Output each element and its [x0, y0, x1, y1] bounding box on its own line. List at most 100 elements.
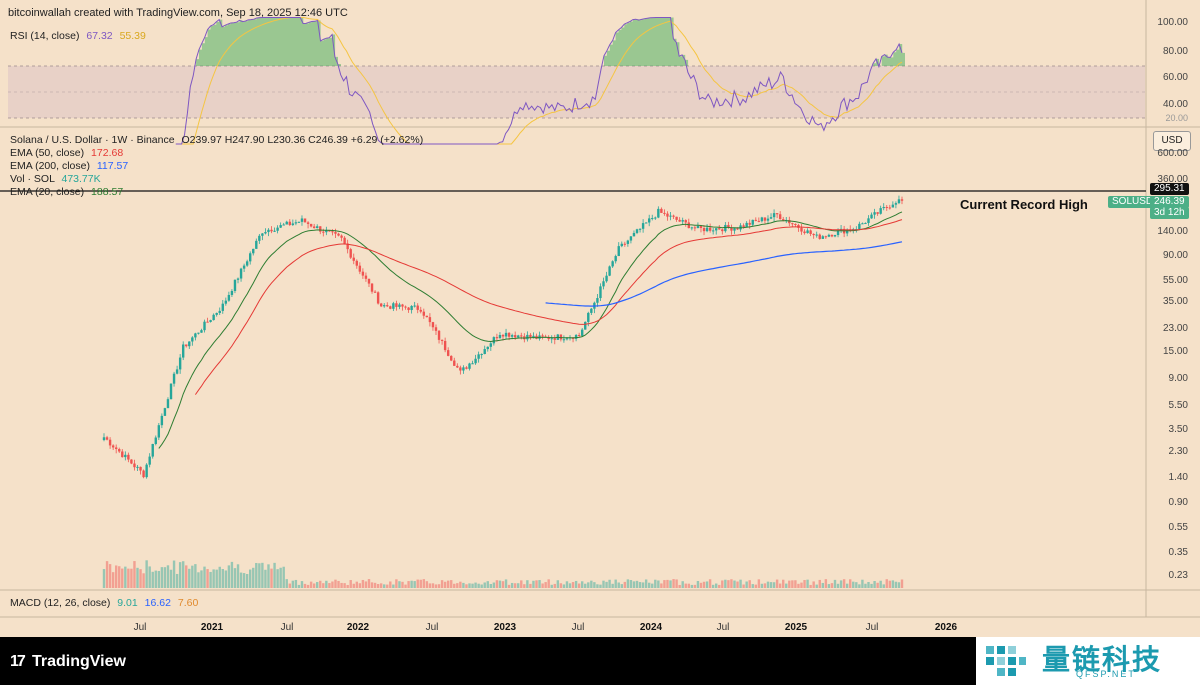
candle-body: [194, 333, 197, 338]
candle-body: [361, 271, 365, 276]
candle-body: [157, 425, 161, 438]
volume-bar: [593, 582, 596, 588]
candle-body: [215, 312, 218, 315]
candles: [102, 195, 904, 479]
volume-bar: [407, 581, 410, 588]
candle-body: [605, 275, 608, 282]
volume-bar: [379, 583, 383, 588]
volume-bar: [175, 573, 179, 588]
rsi-legend-label: RSI (14, close): [10, 30, 80, 42]
volume-bar: [291, 580, 295, 588]
ema20-legend: EMA (20, close) 188.57: [10, 186, 123, 198]
volume-bar: [507, 584, 511, 588]
candle-body: [675, 216, 678, 220]
candle-body: [577, 335, 581, 337]
volume-bar: [370, 582, 374, 588]
rsi-axis-tick: 20.00: [1165, 113, 1188, 123]
chart-svg[interactable]: [0, 0, 1200, 637]
price-axis-tick: 2.30: [1168, 446, 1188, 457]
price-axis-tick: 23.00: [1162, 323, 1188, 334]
time-axis-tick: 2025: [784, 622, 808, 633]
volume-bar: [800, 582, 803, 588]
tradingview-logo[interactable]: 17 TradingView: [10, 653, 126, 671]
volume-bar: [337, 580, 340, 588]
volume-bar: [200, 570, 203, 588]
volume-bar: [422, 579, 426, 588]
candle-body: [398, 304, 401, 307]
volume-bar: [492, 582, 496, 588]
candle-body: [730, 227, 733, 231]
volume-bar: [580, 581, 584, 588]
volume-bar: [885, 579, 888, 588]
candle-body: [885, 206, 888, 208]
candle-body: [459, 367, 462, 371]
candle-body: [867, 218, 870, 223]
price-axis-tick: 9.00: [1168, 373, 1188, 384]
volume-bar: [312, 583, 316, 588]
brand-logo-icon: [986, 646, 1026, 676]
candle-body: [727, 224, 730, 228]
volume-bar: [839, 580, 843, 588]
candle-body: [142, 470, 145, 478]
price-axis-tick: 55.00: [1162, 275, 1188, 286]
candle-body: [410, 305, 413, 311]
candle-body: [334, 232, 337, 234]
volume-bar: [358, 583, 362, 588]
candle-body: [529, 334, 532, 338]
candle-body: [148, 456, 151, 465]
volume-bar: [194, 564, 197, 588]
volume-bar: [121, 568, 124, 588]
record-high-tag: 295.31: [1150, 183, 1189, 195]
volume-bar: [486, 581, 489, 588]
candle-body: [705, 227, 709, 232]
volume-bar: [510, 582, 514, 588]
volume-bar: [239, 572, 243, 588]
volume-bar: [556, 580, 560, 588]
candle-body: [245, 261, 249, 266]
ema20-label: EMA (20, close): [10, 186, 85, 198]
volume-value: 473.77K: [61, 173, 101, 185]
volume-bar: [775, 579, 779, 588]
countdown-tag: 3d 12h: [1150, 207, 1189, 219]
volume-bar: [526, 580, 529, 588]
candle-body: [181, 344, 185, 358]
volume-bar: [316, 582, 319, 588]
candle-body: [602, 281, 605, 287]
candle-body: [105, 437, 109, 440]
volume-bar: [264, 569, 267, 588]
volume-bar: [571, 582, 575, 588]
currency-button[interactable]: USD: [1153, 131, 1191, 151]
ohlc-values: O239.97 H247.90 L230.36 C246.39 +6.29 (+…: [181, 134, 424, 146]
candle-body: [468, 363, 471, 369]
volume-bar: [261, 562, 264, 588]
volume-bar: [547, 579, 550, 588]
price-axis-tick: 600.00: [1157, 148, 1188, 159]
volume-bar: [325, 580, 328, 588]
volume-bar: [647, 582, 651, 588]
candle-body: [897, 199, 901, 204]
candle-body: [288, 221, 291, 225]
candle-body: [431, 322, 435, 328]
candle-body: [498, 334, 502, 339]
candle-body: [550, 338, 553, 340]
symbol-tag: SOLUSD: [1108, 196, 1158, 208]
candle-body: [879, 208, 882, 214]
candle-body: [224, 300, 228, 304]
candle-body: [672, 215, 675, 217]
candle-body: [590, 308, 593, 313]
candle-body: [270, 229, 273, 232]
candle-body: [660, 208, 663, 213]
volume-bar: [203, 566, 206, 588]
volume-bar: [376, 584, 380, 588]
volume-bar: [498, 580, 502, 588]
candle-body: [139, 466, 142, 471]
volume-bar: [300, 581, 304, 588]
candle-body: [111, 445, 115, 448]
volume-bar: [849, 579, 852, 588]
candle-body: [316, 226, 319, 229]
candle-body: [553, 338, 556, 340]
volume-bar: [102, 569, 106, 588]
candle-body: [285, 221, 288, 225]
volume-bar: [425, 581, 429, 588]
volume-bar: [742, 584, 745, 588]
